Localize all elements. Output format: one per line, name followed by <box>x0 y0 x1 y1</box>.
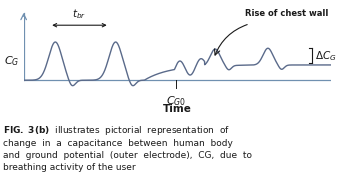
Text: $C_G$: $C_G$ <box>4 54 19 68</box>
Text: Time: Time <box>163 104 192 114</box>
Text: $\mathbf{FIG.\ 3(b)}$  illustrates  pictorial  representation  of
change  in  a : $\mathbf{FIG.\ 3(b)}$ illustrates pictor… <box>3 124 252 172</box>
Text: $t_{br}$: $t_{br}$ <box>72 8 87 21</box>
Text: $C_{G0}$: $C_{G0}$ <box>166 94 186 108</box>
Text: Rise of chest wall: Rise of chest wall <box>245 9 328 18</box>
Text: $\Delta C_G$: $\Delta C_G$ <box>315 49 336 63</box>
